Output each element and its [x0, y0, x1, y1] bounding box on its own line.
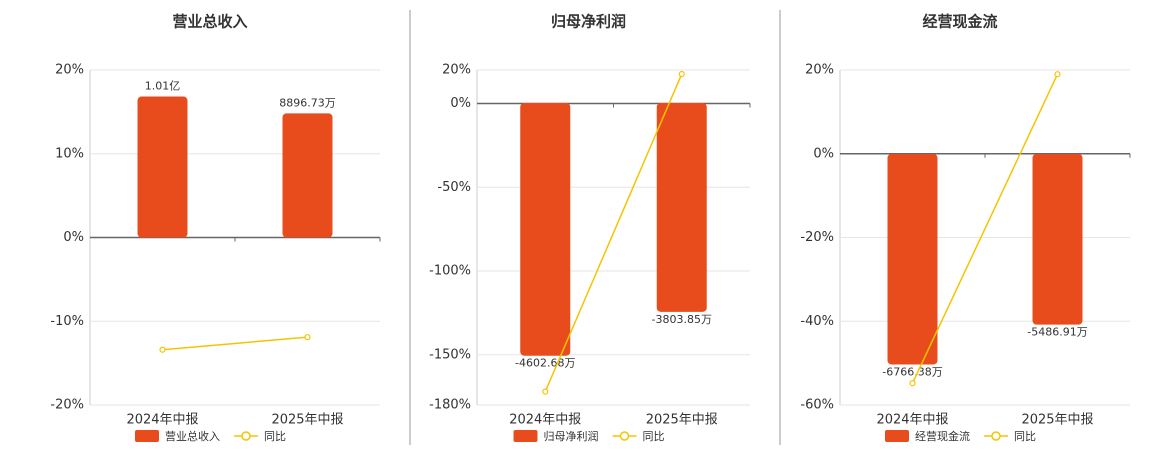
y-tick-label: 0% — [813, 146, 834, 161]
x-tick-label: 2025年中报 — [1021, 413, 1093, 428]
legend-swatch — [885, 430, 909, 442]
line-point — [678, 70, 685, 78]
chart-title: 营业总收入 — [172, 13, 247, 31]
x-tick-label: 2024年中报 — [876, 413, 948, 428]
legend-marker — [991, 431, 1001, 441]
y-tick-label: -60% — [800, 398, 834, 413]
legend-label: 营业总收入 — [165, 429, 220, 443]
x-tick-label: 2025年中报 — [271, 413, 343, 428]
y-tick-label: -20% — [800, 230, 834, 245]
bar — [1032, 153, 1083, 325]
line — [162, 336, 308, 351]
line — [544, 73, 683, 392]
y-tick-label: 10% — [55, 146, 84, 161]
line-point — [1054, 71, 1061, 78]
y-tick-label: -100% — [429, 264, 471, 279]
legend-swatch — [135, 430, 159, 442]
bar-value-label: -5486.91万 — [1027, 326, 1087, 339]
x-tick-label: 2024年中报 — [509, 413, 581, 428]
bar — [520, 102, 571, 356]
line-point — [909, 380, 916, 387]
legend-swatch — [513, 430, 538, 442]
y-tick-label: 20% — [442, 63, 471, 78]
y-tick-label: 20% — [805, 63, 834, 78]
y-tick-label: 0% — [450, 96, 471, 111]
y-tick-label: -150% — [429, 347, 471, 362]
line — [911, 73, 1059, 384]
x-tick-label: 2025年中报 — [646, 413, 718, 428]
legend-label: 归母净利润 — [544, 429, 599, 443]
line-point — [542, 388, 549, 395]
legend-marker — [619, 431, 630, 441]
legend-label: 经营现金流 — [915, 429, 970, 443]
y-tick-label: 20% — [55, 63, 84, 78]
bar — [656, 102, 707, 312]
line-point — [159, 346, 166, 353]
chart-title: 归母净利润 — [551, 13, 626, 31]
legend-label: 同比 — [1014, 430, 1036, 443]
bar-value-label: 8896.73万 — [279, 96, 336, 109]
x-tick-label: 2024年中报 — [126, 413, 198, 428]
y-tick-label: -20% — [50, 398, 84, 413]
y-tick-label: -10% — [50, 314, 84, 329]
y-tick-label: 0% — [63, 230, 84, 245]
legend-marker — [241, 431, 251, 441]
bar — [282, 113, 333, 238]
chart-title: 经营现金流 — [922, 13, 997, 31]
bar-value-label: 1.01亿 — [145, 80, 181, 93]
bar-value-label: -3803.85万 — [652, 313, 712, 326]
bar-value-label: -6766.38万 — [882, 365, 942, 378]
legend-label: 同比 — [264, 430, 286, 443]
bar — [137, 96, 188, 238]
y-tick-label: -50% — [437, 180, 471, 195]
bar — [887, 153, 938, 365]
legend-label: 同比 — [643, 430, 665, 443]
y-tick-label: -180% — [429, 398, 471, 413]
line-point — [304, 334, 311, 341]
y-tick-label: -40% — [800, 314, 834, 329]
bar-value-label: -4602.68万 — [515, 357, 575, 370]
